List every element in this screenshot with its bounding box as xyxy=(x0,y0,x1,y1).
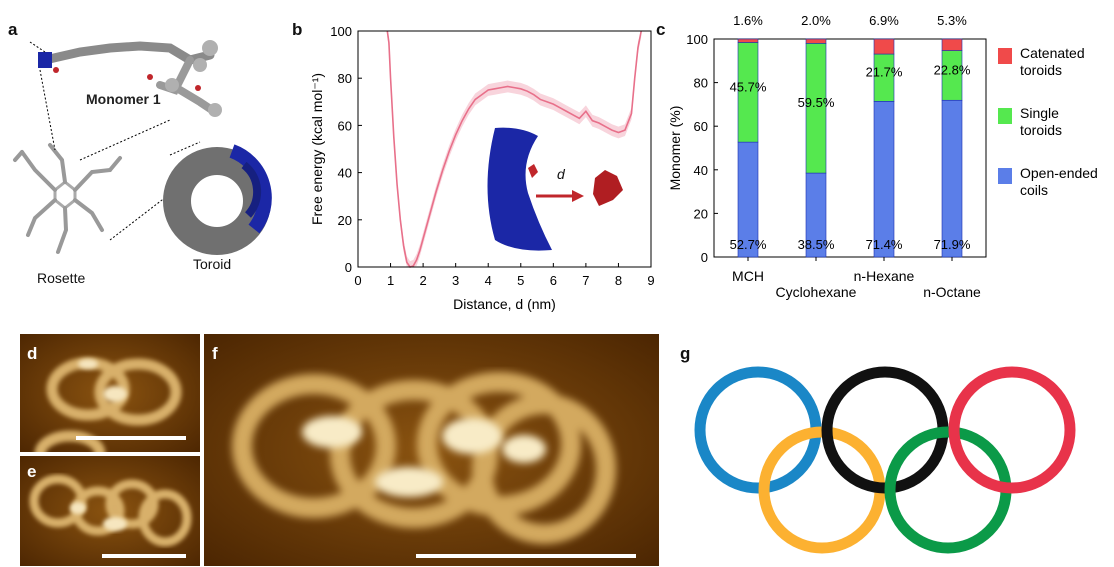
x-category-label: n-Hexane xyxy=(854,268,915,284)
free-energy-chart: 0 1 2 3 4 5 6 7 8 9 0 20 40 60 80 100 Distance, d (nm) Fr… xyxy=(309,24,655,312)
panel-d-label: d xyxy=(27,344,38,363)
distance-arrowhead xyxy=(572,190,584,202)
scale-bar-e xyxy=(102,554,186,558)
y-tick-label: 100 xyxy=(686,32,708,47)
y-tick-label: 80 xyxy=(338,71,352,86)
x-tick-label: 4 xyxy=(485,273,492,288)
rosette-molecule xyxy=(13,143,122,254)
black-ring xyxy=(821,366,949,494)
bar-data-label: 1.6% xyxy=(733,13,763,28)
x-tick-label: 2 xyxy=(419,273,426,288)
bar-data-label: 2.0% xyxy=(801,13,831,28)
coil-fragment xyxy=(487,127,552,251)
y-tick-label: 60 xyxy=(694,119,708,134)
afm-image-e xyxy=(20,456,200,566)
bar-segment xyxy=(737,38,759,43)
legend-swatch xyxy=(998,48,1012,64)
x-tick-label: 9 xyxy=(647,273,654,288)
x-category-label: n-Octane xyxy=(923,284,981,300)
bar-data-label: 71.4% xyxy=(866,237,903,252)
free-monomer xyxy=(593,170,623,206)
y-tick-label: 0 xyxy=(345,260,352,275)
y-tick-label: 60 xyxy=(338,118,352,133)
x-tick-label: 0 xyxy=(354,273,361,288)
y-tick-label: 100 xyxy=(330,24,352,39)
y-tick-label: 20 xyxy=(338,213,352,228)
legend-label: Catenated xyxy=(1020,45,1085,61)
panel-f-label: f xyxy=(212,344,218,363)
distance-d-label: d xyxy=(557,166,565,182)
x-category-label: MCH xyxy=(732,268,764,284)
legend-label: toroids xyxy=(1020,122,1062,138)
x-tick-label: 1 xyxy=(387,273,394,288)
x-tick-label: 5 xyxy=(517,273,524,288)
legend-label: Single xyxy=(1020,105,1059,121)
afm-image-d xyxy=(20,334,200,452)
scale-bar-d xyxy=(76,436,186,440)
bound-monomer xyxy=(528,164,538,178)
y-axis-label: Free energy (kcal mol⁻¹) xyxy=(309,73,325,225)
panel-b-label: b xyxy=(292,20,303,39)
legend-label: Open-ended xyxy=(1020,165,1098,181)
bar-data-label: 22.8% xyxy=(934,62,971,77)
plot-frame xyxy=(357,30,652,268)
bar-data-label: 52.7% xyxy=(730,237,767,252)
legend-swatch xyxy=(998,108,1012,124)
panel-a-label: a xyxy=(8,20,18,39)
legend: CatenatedtoroidsSingletoroidsOpen-endedc… xyxy=(998,45,1098,198)
toroid-structure xyxy=(163,144,272,255)
bar-data-label: 5.3% xyxy=(937,13,967,28)
bar-segment xyxy=(941,99,963,258)
bar-segment xyxy=(873,101,895,258)
legend-swatch xyxy=(998,168,1012,184)
rosette-label: Rosette xyxy=(37,270,86,286)
panel-a-illustration xyxy=(13,40,272,255)
y-tick-label: 0 xyxy=(701,250,708,265)
x-tick-label: 6 xyxy=(550,273,557,288)
y-tick-label: 20 xyxy=(694,206,708,221)
bar-data-label: 59.5% xyxy=(798,95,835,110)
legend-label: toroids xyxy=(1020,62,1062,78)
bar-data-label: 45.7% xyxy=(730,79,767,94)
plot-frame xyxy=(713,38,987,258)
bar-data-label: 21.7% xyxy=(866,65,903,80)
green-ring xyxy=(884,426,1012,554)
red-ring xyxy=(948,366,1076,494)
bar-segment xyxy=(873,38,895,55)
legend-label: coils xyxy=(1020,182,1048,198)
x-axis-label: Distance, d (nm) xyxy=(453,296,556,312)
yellow-ring xyxy=(758,426,886,554)
free-energy-line xyxy=(386,30,643,268)
olympic-rings xyxy=(694,366,1076,554)
panel-g-label: g xyxy=(680,344,691,363)
blue-ring xyxy=(694,366,822,494)
monomer-label: Monomer 1 xyxy=(86,91,161,107)
y-tick-label: 80 xyxy=(694,76,708,91)
x-category-label: Cyclohexane xyxy=(776,284,857,300)
x-tick-label: 7 xyxy=(582,273,589,288)
y-tick-label: 40 xyxy=(694,163,708,178)
y-axis-label: Monomer (%) xyxy=(667,106,683,191)
bar-data-label: 38.5% xyxy=(798,237,835,252)
bar-data-label: 71.9% xyxy=(934,237,971,252)
monomer-distribution-chart: 0 20 40 60 80 100 Monomer (%) 52.7% 45.7% 1.6% MCH… xyxy=(667,13,1098,300)
x-tick-label: 8 xyxy=(615,273,622,288)
panel-e-label: e xyxy=(27,462,37,481)
y-tick-label: 40 xyxy=(338,166,352,181)
monomer-molecule xyxy=(29,40,222,117)
panel-c-label: c xyxy=(656,20,666,39)
dissociation-inset xyxy=(487,127,623,251)
bar-segment xyxy=(941,38,963,51)
scale-bar-f xyxy=(416,554,636,558)
bar-segment xyxy=(805,38,827,44)
x-tick-label: 3 xyxy=(452,273,459,288)
toroid-label: Toroid xyxy=(193,256,232,272)
bar-data-label: 6.9% xyxy=(869,13,899,28)
afm-image-f xyxy=(204,334,659,566)
